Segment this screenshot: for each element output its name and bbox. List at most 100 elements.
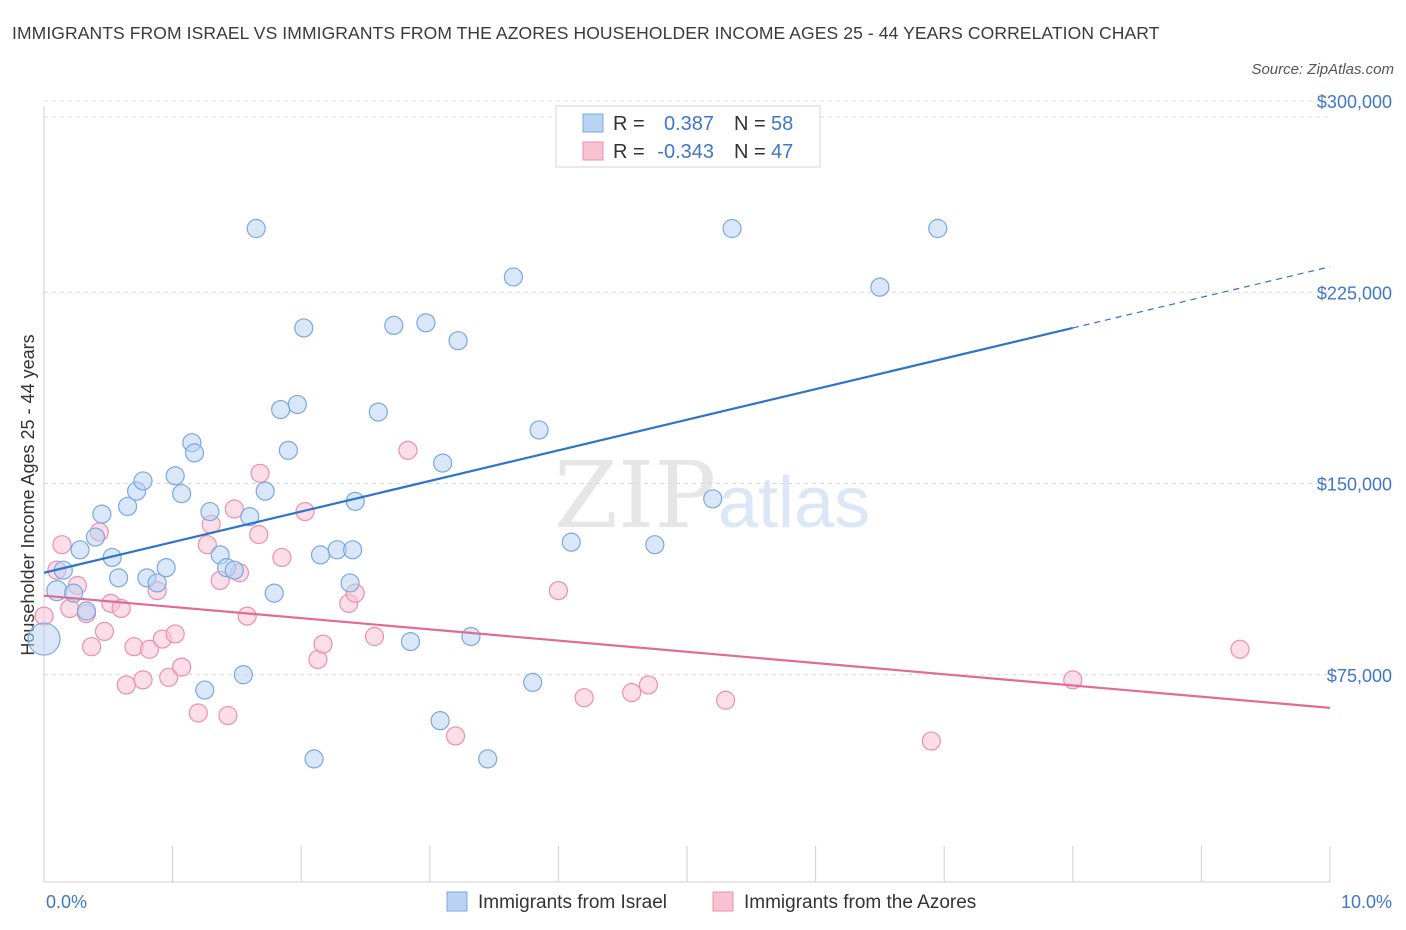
israel-point bbox=[400, 631, 421, 652]
israel-point bbox=[224, 560, 244, 580]
azores-trend-line bbox=[43, 594, 1331, 709]
israel-point bbox=[870, 277, 890, 297]
y-tick-label: $75,000 bbox=[1327, 666, 1392, 686]
x-tick-labels: 0.0% 10.0% bbox=[46, 892, 1392, 912]
azores-point bbox=[249, 524, 269, 545]
israel-point bbox=[108, 568, 129, 588]
israel-point bbox=[195, 680, 215, 700]
israel-point bbox=[233, 665, 253, 685]
correlation-legend: R = 0.387 N = 58 R = -0.343 N = 47 bbox=[555, 105, 821, 168]
israel-point bbox=[645, 535, 665, 555]
israel-point bbox=[133, 471, 153, 491]
israel-point bbox=[156, 558, 176, 578]
bottom-legend-swatch-israel bbox=[446, 891, 468, 912]
israel-point bbox=[722, 218, 742, 239]
israel-point bbox=[278, 440, 298, 460]
israel-point bbox=[345, 491, 365, 511]
israel-point bbox=[287, 394, 307, 415]
azores-point bbox=[159, 667, 179, 687]
azores-point bbox=[574, 688, 594, 708]
azores-point bbox=[139, 639, 160, 659]
israel-point bbox=[461, 626, 481, 647]
israel-point bbox=[430, 711, 450, 731]
y-tick-labels: $75,000 $150,000 $225,000 $300,000 bbox=[1317, 92, 1392, 686]
azores-point bbox=[52, 535, 72, 555]
azores-point bbox=[116, 675, 136, 695]
israel-point bbox=[76, 601, 97, 621]
series-legend: Immigrants from Israel Immigrants from t… bbox=[446, 891, 976, 913]
azores-point bbox=[622, 682, 642, 703]
watermark-atlas: atlas bbox=[718, 463, 870, 543]
israel-point bbox=[92, 504, 112, 524]
israel-point bbox=[85, 527, 106, 547]
israel-point bbox=[271, 399, 291, 420]
israel-points bbox=[27, 218, 948, 769]
israel-point bbox=[27, 622, 61, 656]
israel-point bbox=[70, 540, 90, 560]
azores-point bbox=[197, 535, 217, 555]
legend-swatch-israel bbox=[582, 113, 604, 133]
source-label: Source: ZipAtlas.com bbox=[1251, 61, 1394, 78]
israel-point bbox=[200, 501, 220, 522]
legend-swatch-azores bbox=[582, 141, 604, 161]
trend-lines bbox=[43, 266, 1331, 709]
israel-point bbox=[478, 749, 498, 769]
azores-point bbox=[94, 621, 115, 642]
azores-point bbox=[313, 634, 333, 654]
azores-point bbox=[638, 675, 659, 695]
israel-point bbox=[340, 573, 360, 593]
israel-point bbox=[503, 267, 523, 287]
israel-point bbox=[928, 218, 948, 239]
israel-point bbox=[147, 573, 167, 593]
azores-point bbox=[237, 606, 257, 626]
legend-r-label-azores: R = bbox=[613, 141, 645, 163]
azores-point bbox=[218, 705, 238, 726]
azores-point bbox=[364, 626, 385, 647]
israel-point bbox=[165, 466, 185, 486]
azores-point bbox=[715, 690, 736, 710]
israel-point bbox=[529, 420, 549, 440]
israel-point bbox=[246, 218, 266, 239]
legend-n-label-azores: N = bbox=[734, 141, 766, 163]
israel-point bbox=[384, 315, 404, 335]
israel-point bbox=[264, 583, 284, 603]
azores-point bbox=[224, 499, 244, 519]
legend-r-value-azores: -0.343 bbox=[657, 141, 714, 163]
israel-trend-line bbox=[43, 326, 1074, 574]
israel-point bbox=[304, 749, 324, 769]
y-tick-label: $300,000 bbox=[1317, 92, 1392, 112]
azores-point bbox=[81, 637, 102, 657]
azores-point bbox=[921, 731, 941, 751]
israel-point bbox=[343, 540, 363, 560]
azores-point bbox=[1230, 639, 1250, 659]
azores-point bbox=[111, 598, 131, 619]
azores-point bbox=[165, 624, 185, 644]
bottom-legend-label-azores: Immigrants from the Azores bbox=[744, 892, 976, 913]
bottom-legend-swatch-azores bbox=[712, 891, 734, 912]
y-tick-label: $225,000 bbox=[1317, 283, 1392, 303]
israel-point bbox=[184, 443, 205, 463]
axes bbox=[43, 106, 1331, 883]
bottom-legend-label-israel: Immigrants from Israel bbox=[478, 892, 667, 913]
azores-point bbox=[272, 547, 292, 568]
israel-point bbox=[294, 318, 314, 338]
israel-point bbox=[172, 484, 192, 504]
israel-point bbox=[117, 496, 138, 517]
legend-n-label-israel: N = bbox=[734, 113, 766, 135]
israel-point bbox=[523, 672, 543, 693]
azores-point bbox=[250, 463, 270, 483]
azores-point bbox=[398, 440, 418, 460]
israel-point bbox=[310, 545, 331, 565]
israel-point bbox=[255, 481, 275, 501]
israel-point bbox=[240, 507, 260, 527]
israel-point bbox=[433, 453, 453, 473]
watermark-zip: ZIP bbox=[554, 442, 716, 549]
legend-n-value-israel: 58 bbox=[771, 113, 793, 135]
azores-point bbox=[445, 726, 466, 746]
israel-point bbox=[703, 489, 723, 509]
legend-r-value-israel: 0.387 bbox=[664, 113, 714, 135]
azores-point bbox=[172, 657, 192, 677]
israel-point bbox=[368, 402, 388, 422]
israel-trend-extension bbox=[1072, 266, 1331, 329]
